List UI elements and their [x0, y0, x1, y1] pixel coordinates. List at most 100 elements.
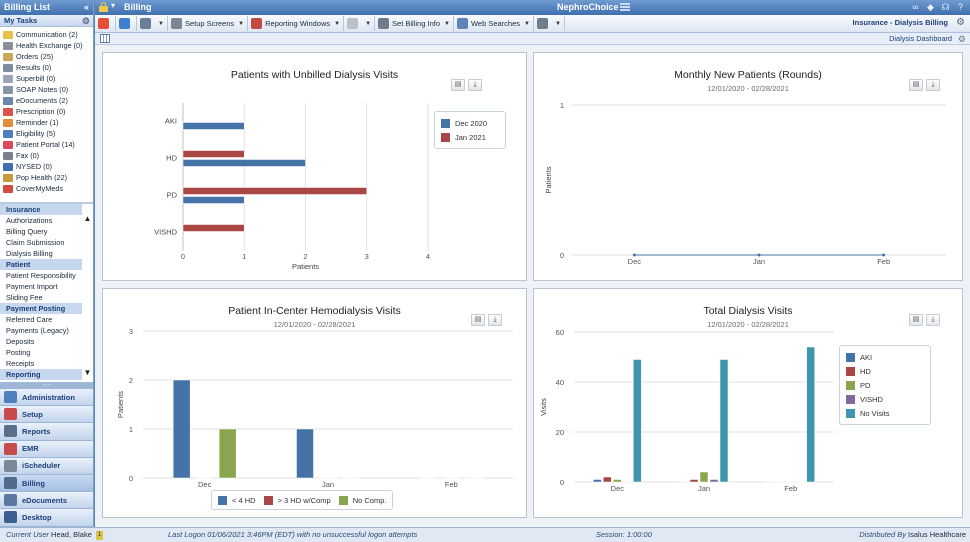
- module-emr[interactable]: EMR: [0, 440, 93, 458]
- help-icon[interactable]: ?: [957, 2, 963, 12]
- task-item-orders[interactable]: Orders (25): [0, 51, 93, 62]
- bar-feb-no-visits[interactable]: [806, 346, 815, 483]
- bar-feb-aki[interactable]: [766, 481, 775, 483]
- clock-button[interactable]: ▼: [344, 16, 376, 31]
- refresh-button[interactable]: [116, 16, 137, 31]
- nav-item-patient-responsibility[interactable]: Patient Responsibility: [6, 271, 76, 280]
- task-item-prescription[interactable]: Prescription (0): [0, 106, 93, 117]
- bar-dec-4-hd[interactable]: [172, 379, 191, 479]
- bar-dec-no-visits[interactable]: [633, 359, 642, 483]
- scroll-down-icon[interactable]: ▼: [83, 368, 92, 377]
- bar-feb-no-comp[interactable]: [465, 477, 484, 479]
- web-searches-button[interactable]: Web Searches ▼: [454, 16, 534, 31]
- task-item-pop-health[interactable]: Pop Health (22): [0, 172, 93, 183]
- download-icon[interactable]: ⤓: [468, 79, 482, 91]
- nav-item-posting[interactable]: Posting: [6, 348, 31, 357]
- bar-jan-hd[interactable]: [689, 479, 699, 483]
- dropdown-caret-icon[interactable]: ▼: [238, 20, 245, 27]
- module-edocuments[interactable]: eDocuments: [0, 492, 93, 510]
- card-button[interactable]: ▼: [137, 16, 168, 31]
- bar-aki-dec-2020[interactable]: [182, 122, 245, 130]
- dropdown-caret-icon[interactable]: ▼: [554, 20, 561, 27]
- print-icon[interactable]: ▤: [909, 79, 923, 91]
- dashboard-gear-icon[interactable]: ⚙: [957, 34, 966, 44]
- collapse-panel-icon[interactable]: «: [83, 2, 89, 12]
- module-reports[interactable]: Reports: [0, 423, 93, 441]
- bar-hd-jan-2021[interactable]: [182, 150, 245, 158]
- module-desktop[interactable]: Desktop: [0, 509, 93, 527]
- task-item-communication[interactable]: Communication (2): [0, 29, 93, 40]
- nav-section-insurance[interactable]: Insurance: [0, 204, 82, 215]
- bar-pd-dec-2020[interactable]: [182, 196, 245, 204]
- bar-feb-3-hd-w-comp[interactable]: [442, 477, 461, 479]
- task-item-nysed[interactable]: NYSED (0): [0, 161, 93, 172]
- module-administration[interactable]: Administration: [0, 389, 93, 407]
- menu-icon[interactable]: [620, 3, 630, 11]
- legend-item-pd[interactable]: PD: [846, 378, 924, 392]
- task-item-superbill[interactable]: Superbill (0): [0, 73, 93, 84]
- nav-item-claim-submission[interactable]: Claim Submission: [6, 238, 65, 247]
- toolbar-gear-icon[interactable]: ⚙: [956, 17, 965, 28]
- bar-jan-vishd[interactable]: [709, 479, 719, 483]
- module-billing[interactable]: Billing: [0, 474, 93, 493]
- nav-scrollbar[interactable]: ▲ ▼: [83, 208, 92, 378]
- bar-jan-no-visits[interactable]: [719, 359, 729, 483]
- task-item-soap-notes[interactable]: SOAP Notes (0): [0, 84, 93, 95]
- print-icon[interactable]: ▤: [451, 79, 465, 91]
- nav-section-payment-posting[interactable]: Payment Posting: [0, 303, 82, 314]
- bar-feb-vishd[interactable]: [796, 481, 805, 483]
- dialysis-dashboard-link[interactable]: Dialysis Dashboard: [889, 34, 952, 43]
- lock-dropdown-icon[interactable]: ▾: [111, 1, 116, 10]
- legend-item-hd[interactable]: HD: [846, 364, 924, 378]
- print-icon[interactable]: ▤: [909, 314, 923, 326]
- task-item-fax[interactable]: Fax (0): [0, 150, 93, 161]
- set-billing-info-button[interactable]: Set Billing Info ▼: [375, 16, 454, 31]
- dropdown-caret-icon[interactable]: ▼: [334, 20, 341, 27]
- nav-item-dialysis-billing[interactable]: Dialysis Billing: [6, 249, 53, 258]
- module-ischeduler[interactable]: iScheduler: [0, 457, 93, 475]
- task-item-results[interactable]: Results (0): [0, 62, 93, 73]
- bar-dec-aki[interactable]: [593, 479, 602, 483]
- legend-item-aki[interactable]: AKI: [846, 350, 924, 364]
- task-item-health-exchange[interactable]: Health Exchange (0): [0, 40, 93, 51]
- nav-section-reporting[interactable]: Reporting: [0, 369, 82, 380]
- task-item-edocuments[interactable]: eDocuments (2): [0, 95, 93, 106]
- legend-item-jan-2021[interactable]: Jan 2021: [441, 130, 499, 144]
- nav-item-authorizations[interactable]: Authorizations: [6, 216, 53, 225]
- bar-hd-dec-2020[interactable]: [182, 159, 306, 167]
- nav-item-payments-legacy[interactable]: Payments (Legacy): [6, 326, 69, 335]
- bar-jan-4-hd[interactable]: [296, 428, 314, 479]
- bar-feb-hd[interactable]: [776, 481, 785, 483]
- bar-jan-3-hd-w-comp[interactable]: [319, 477, 337, 479]
- task-item-covermymeds[interactable]: CoverMyMeds: [0, 183, 93, 194]
- dropdown-caret-icon[interactable]: ▼: [365, 20, 372, 27]
- bar-feb-4-hd[interactable]: [419, 477, 438, 479]
- nav-section-patient[interactable]: Patient: [0, 259, 82, 270]
- nav-item-billing-query[interactable]: Billing Query: [6, 227, 48, 236]
- bar-jan-pd[interactable]: [699, 471, 709, 483]
- dropdown-caret-icon[interactable]: ▼: [444, 20, 450, 27]
- legend-item-dec-2020[interactable]: Dec 2020: [441, 116, 499, 130]
- task-item-patient-portal[interactable]: Patient Portal (14): [0, 139, 93, 150]
- point-jan[interactable]: [757, 253, 761, 257]
- legend-item-no-visits[interactable]: No Visits: [846, 406, 924, 420]
- grid-icon[interactable]: [100, 34, 110, 43]
- module-setup[interactable]: Setup: [0, 406, 93, 424]
- cap-icon[interactable]: ◆: [927, 2, 934, 12]
- download-icon[interactable]: ⤓: [926, 314, 940, 326]
- binoculars-icon[interactable]: ∞: [912, 2, 919, 12]
- nav-item-referred-care[interactable]: Referred Care: [6, 315, 53, 324]
- home-button[interactable]: [95, 16, 116, 31]
- legend-item-vishd[interactable]: VISHD: [846, 392, 924, 406]
- bar-vishd-jan-2021[interactable]: [182, 224, 245, 232]
- nav-item-deposits[interactable]: Deposits: [6, 337, 35, 346]
- dropdown-caret-icon[interactable]: ▼: [524, 20, 530, 27]
- legend-item-no-comp[interactable]: No Comp.: [338, 493, 386, 507]
- bar-dec-hd[interactable]: [603, 476, 612, 483]
- setup-screens-button[interactable]: Setup Screens ▼: [168, 16, 249, 31]
- reporting-windows-button[interactable]: Reporting Windows ▼: [248, 16, 345, 31]
- panel-splitter[interactable]: .....: [0, 381, 93, 389]
- nav-item-receipts[interactable]: Receipts: [6, 359, 35, 368]
- graduation-cap-button[interactable]: ▼: [534, 16, 565, 31]
- bar-feb-pd[interactable]: [786, 481, 795, 483]
